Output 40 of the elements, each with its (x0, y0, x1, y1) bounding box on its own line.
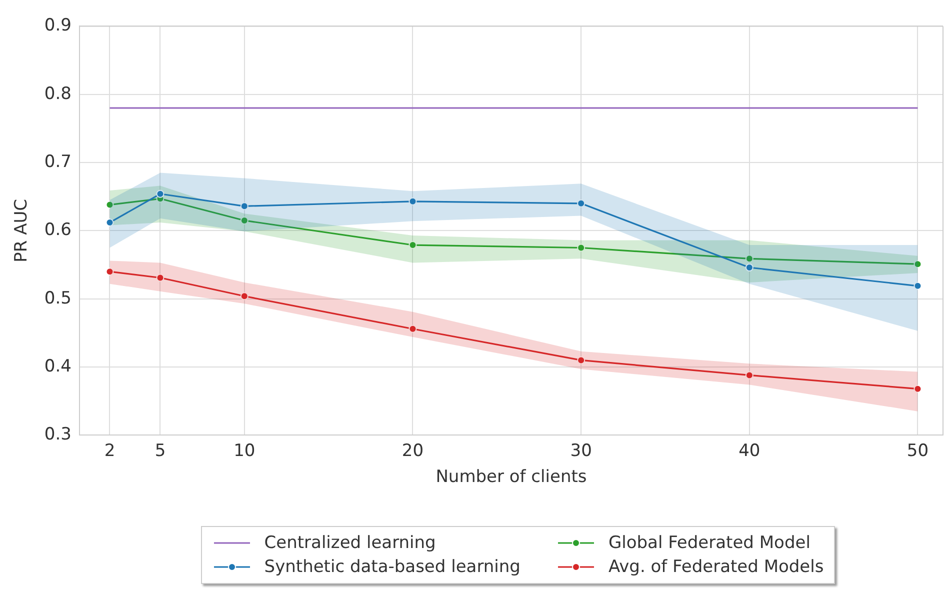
x-tick-label: 50 (906, 440, 929, 461)
point (106, 218, 114, 227)
point (156, 190, 164, 198)
x-tick-label: 20 (402, 440, 424, 461)
y-tick-label: 0.7 (44, 152, 72, 172)
x-axis-title: Number of clients (436, 467, 587, 488)
y-tick-label: 0.9 (44, 16, 72, 36)
y-axis-title: PR AUC (12, 198, 32, 262)
point (156, 274, 164, 282)
point (240, 292, 248, 300)
x-tick-label: 40 (738, 440, 760, 461)
x-tick-label: 5 (154, 440, 166, 461)
point (745, 254, 754, 263)
point (408, 197, 417, 206)
x-tick-label: 2 (104, 440, 116, 461)
legend-label: Centralized learning (264, 533, 436, 553)
y-tick-label: 0.3 (44, 424, 72, 445)
point (914, 282, 922, 290)
point (914, 384, 922, 393)
legend-label: Avg. of Federated Models (608, 557, 824, 577)
x-tick-label: 10 (234, 440, 256, 461)
point (914, 260, 922, 268)
point (240, 202, 248, 210)
point (408, 241, 417, 250)
y-tick-label: 0.8 (44, 84, 72, 104)
legend-label: Global Federated Model (608, 533, 810, 553)
y-tick-label: 0.4 (44, 356, 72, 376)
x-tick-label: 30 (570, 440, 592, 461)
y-tick-label: 0.6 (44, 220, 72, 240)
point (106, 268, 114, 276)
point (106, 200, 114, 209)
point (408, 324, 417, 333)
point (577, 199, 586, 208)
point (240, 216, 248, 224)
point (577, 244, 586, 252)
point (577, 356, 586, 364)
y-tick-label: 0.5 (44, 288, 72, 308)
point (745, 371, 754, 380)
legend-label: Synthetic data-based learning (264, 557, 520, 577)
point (745, 264, 754, 272)
